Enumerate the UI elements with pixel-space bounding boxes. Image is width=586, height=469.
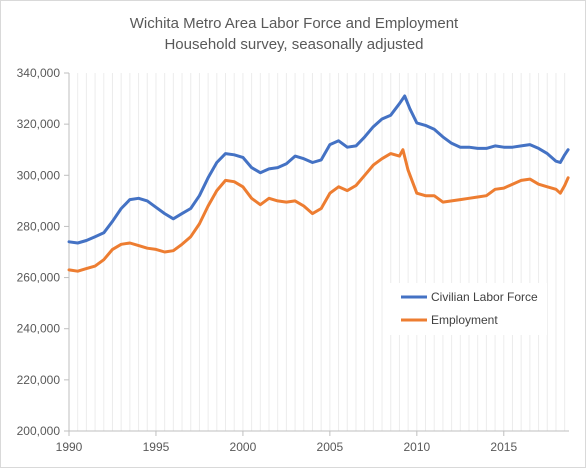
- y-tick-label: 200,000: [17, 424, 61, 438]
- chart-title: Wichita Metro Area Labor Force and Emplo…: [129, 15, 459, 32]
- y-tick-label: 340,000: [17, 66, 61, 80]
- y-tick-label: 220,000: [17, 373, 61, 387]
- y-tick-label: 280,000: [17, 219, 61, 233]
- series-line-civilian-labor-force: [67, 94, 570, 245]
- series-line-employment: [67, 148, 570, 273]
- legend-label-employment: Employment: [431, 313, 498, 327]
- x-tick-label: 2000: [230, 440, 257, 454]
- x-tick-label: 1990: [56, 440, 83, 454]
- x-tick-label: 2010: [403, 440, 430, 454]
- legend-box: [387, 283, 547, 335]
- x-tick-label: 1995: [143, 440, 170, 454]
- chart-subtitle: Household survey, seasonally adjusted: [164, 36, 424, 53]
- x-tick-label: 2015: [490, 440, 517, 454]
- legend-label-civilian-labor-force: Civilian Labor Force: [431, 290, 538, 304]
- x-tick-label: 2005: [317, 440, 344, 454]
- y-tick-label: 260,000: [17, 271, 61, 285]
- y-tick-label: 240,000: [17, 322, 61, 336]
- y-tick-label: 320,000: [17, 117, 61, 131]
- y-tick-label: 300,000: [17, 168, 61, 182]
